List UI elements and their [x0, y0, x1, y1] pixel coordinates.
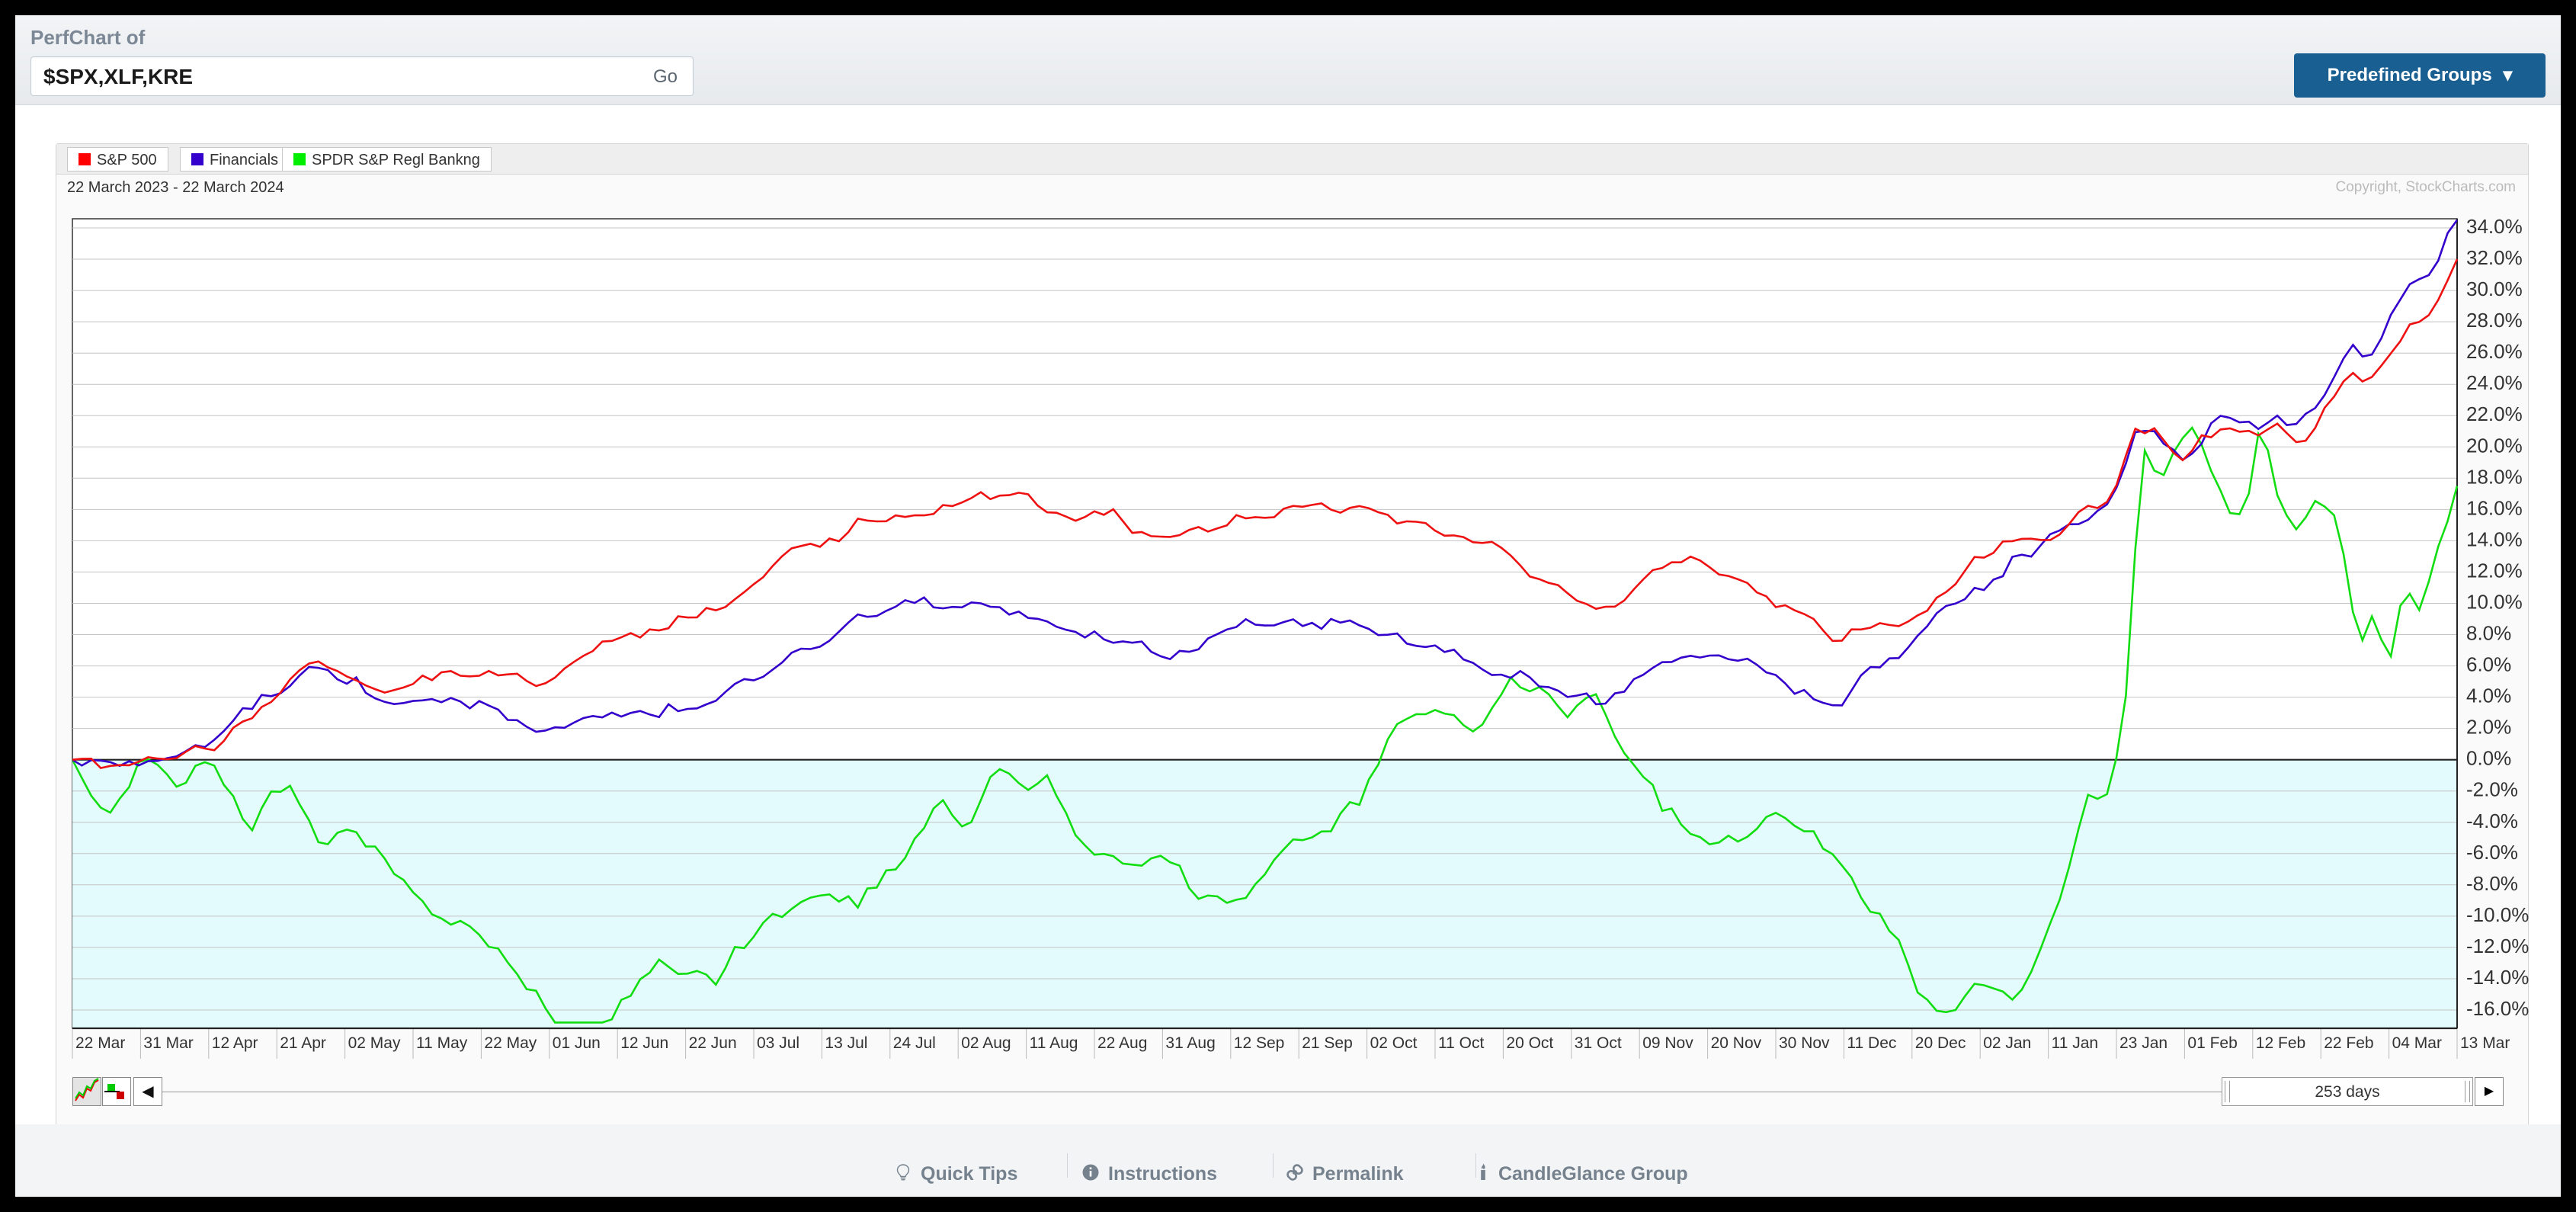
svg-text:20.0%: 20.0%: [2466, 434, 2523, 457]
svg-text:-14.0%: -14.0%: [2466, 966, 2529, 989]
svg-text:-6.0%: -6.0%: [2466, 841, 2518, 864]
svg-text:12.0%: 12.0%: [2466, 559, 2523, 582]
svg-text:-16.0%: -16.0%: [2466, 997, 2529, 1020]
svg-text:32.0%: 32.0%: [2466, 246, 2523, 269]
svg-text:26.0%: 26.0%: [2466, 340, 2523, 363]
svg-text:-8.0%: -8.0%: [2466, 872, 2518, 895]
svg-text:28.0%: 28.0%: [2466, 309, 2523, 332]
svg-text:22.0%: 22.0%: [2466, 402, 2523, 425]
svg-text:10.0%: 10.0%: [2466, 591, 2523, 614]
svg-text:18.0%: 18.0%: [2466, 465, 2523, 488]
svg-text:-4.0%: -4.0%: [2466, 810, 2518, 832]
svg-text:30.0%: 30.0%: [2466, 277, 2523, 300]
svg-text:34.0%: 34.0%: [2466, 215, 2523, 238]
svg-text:14.0%: 14.0%: [2466, 527, 2523, 550]
svg-text:2.0%: 2.0%: [2466, 716, 2511, 739]
svg-text:-12.0%: -12.0%: [2466, 935, 2529, 957]
svg-text:0.0%: 0.0%: [2466, 747, 2511, 770]
svg-text:8.0%: 8.0%: [2466, 622, 2511, 645]
svg-text:24.0%: 24.0%: [2466, 371, 2523, 394]
svg-text:16.0%: 16.0%: [2466, 496, 2523, 519]
svg-text:-2.0%: -2.0%: [2466, 778, 2518, 801]
svg-text:4.0%: 4.0%: [2466, 685, 2511, 707]
svg-text:6.0%: 6.0%: [2466, 653, 2511, 676]
svg-text:-10.0%: -10.0%: [2466, 903, 2529, 926]
